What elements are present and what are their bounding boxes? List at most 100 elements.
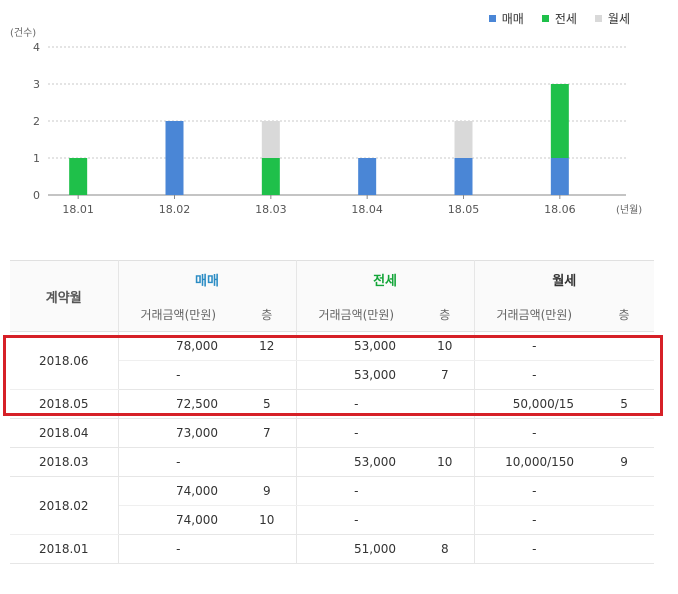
monthly-amount-cell: -: [473, 534, 595, 564]
month-cell: 2018.02: [10, 476, 119, 535]
jeonse-amount-cell: 53,000: [295, 447, 417, 477]
sale-amount-cell: 73,000: [117, 418, 238, 448]
jeonse-floor-cell: [416, 418, 475, 448]
monthly-floor-cell: [594, 360, 655, 390]
bar-chart: 0 1 2 3 4 (건수) (년월) 18.01 18.02 18.03 18.04 18.05 18…: [10, 27, 642, 216]
jeonse-amount-cell: 51,000: [295, 534, 417, 564]
monthly-floor-cell: [594, 534, 655, 564]
jeonse-floor-cell: [416, 505, 475, 535]
monthly-amount-cell: -: [473, 360, 595, 390]
legend-label-jeonse: 전세: [554, 12, 577, 26]
sub-header-amount: 거래금액(만원): [473, 297, 595, 332]
bar-전세: [69, 158, 88, 195]
sale-amount-cell: -: [117, 447, 238, 477]
jeonse-floor-cell: 7: [416, 360, 475, 390]
monthly-amount-cell: 10,000/150: [473, 447, 595, 477]
sale-floor-cell: [238, 360, 297, 390]
sale-floor-cell: 12: [238, 331, 297, 361]
legend-item-jeonse: 전세: [541, 10, 577, 27]
sale-floor-cell: 10: [238, 505, 297, 535]
sale-amount-cell: 74,000: [117, 505, 238, 535]
jeonse-floor-cell: 8: [416, 534, 475, 564]
sub-header-floor: 층: [594, 297, 655, 332]
legend-item-monthly: 월세: [594, 10, 630, 27]
sale-amount-cell: 72,500: [117, 389, 238, 419]
x-axis-label: (년월): [616, 204, 642, 216]
x-tick-label: 18.01: [62, 203, 94, 216]
sale-floor-cell: 7: [238, 418, 297, 448]
legend-label-monthly: 월세: [607, 12, 630, 26]
table-row: 2018.01-51,000 8-: [10, 534, 655, 564]
table-row: 2018.06 78,000 12 53,000 10-: [10, 331, 655, 390]
monthly-floor-cell: [594, 476, 655, 506]
legend-swatch-sale: [488, 15, 496, 22]
jeonse-floor-cell: [416, 389, 475, 419]
table-row: 2018.05 72,500 5-50,000/15 5: [10, 389, 655, 419]
legend-swatch-jeonse: [541, 15, 549, 22]
sub-header-amount: 거래금액(만원): [117, 297, 238, 332]
bar-전세: [261, 158, 280, 195]
sale-floor-cell: 5: [238, 389, 297, 419]
bar-전세: [550, 84, 569, 158]
month-cell: 2018.06: [10, 331, 119, 390]
table-row: 2018.04 73,000 7- -: [10, 418, 655, 448]
jeonse-floor-cell: 10: [416, 447, 475, 477]
x-tick-label: 18.04: [351, 203, 383, 216]
sale-floor-cell: 9: [238, 476, 297, 506]
table-row: 74,000 10- -: [10, 505, 655, 535]
jeonse-amount-cell: -: [295, 389, 417, 419]
x-tick-label: 18.02: [159, 203, 191, 216]
table-row: 2018.03- 53,000 10 10,000/150 9: [10, 447, 655, 477]
y-tick-label: 3: [33, 78, 40, 91]
monthly-amount-cell: -: [473, 418, 595, 448]
chart-legend: 매매 전세 월세: [488, 10, 630, 27]
monthly-floor-cell: [594, 418, 655, 448]
monthly-amount-cell: -: [473, 505, 595, 535]
table-row: -53,000 7-: [10, 360, 655, 390]
month-cell: 2018.04: [10, 418, 119, 448]
sub-header-floor: 층: [238, 297, 297, 332]
x-tick-label: 18.03: [255, 203, 287, 216]
sale-amount-cell: -: [117, 534, 238, 564]
month-cell: 2018.05: [10, 389, 119, 419]
group-header-jeonse: 전세: [295, 260, 475, 297]
sub-header-floor: 층: [416, 297, 475, 332]
legend-label-sale: 매매: [501, 12, 524, 26]
group-header-monthly: 월세: [473, 260, 655, 297]
group-header-sale: 매매: [117, 260, 297, 297]
jeonse-amount-cell: -: [295, 418, 417, 448]
y-tick-label: 1: [33, 152, 40, 165]
bar-매매: [358, 158, 377, 195]
jeonse-amount-cell: -: [295, 505, 417, 535]
x-tick-label: 18.05: [448, 203, 480, 216]
y-tick-label: 2: [33, 115, 40, 128]
x-tick-label: 18.06: [544, 203, 576, 216]
y-tick-label: 4: [33, 41, 40, 54]
bar-매매: [454, 158, 473, 195]
month-cell: 2018.03: [10, 447, 119, 477]
bar-월세: [454, 121, 473, 158]
y-axis-label: (건수): [10, 27, 36, 39]
monthly-floor-cell: [594, 331, 655, 361]
monthly-amount-cell: 50,000/15: [473, 389, 595, 419]
monthly-amount-cell: -: [473, 476, 595, 506]
legend-item-sale: 매매: [488, 10, 524, 27]
sale-amount-cell: 78,000: [117, 331, 238, 361]
y-tick-label: 0: [33, 189, 40, 202]
sale-floor-cell: [238, 447, 297, 477]
sale-floor-cell: [238, 534, 297, 564]
bar-매매: [550, 158, 569, 195]
monthly-floor-cell: 9: [594, 447, 655, 477]
transactions-table: 계약월 매매 전세 월세 거래금액(만원) 층 거래금액(만원) 층 거래금액(…: [10, 260, 655, 564]
jeonse-floor-cell: 10: [416, 331, 475, 361]
jeonse-amount-cell: 53,000: [295, 360, 417, 390]
jeonse-amount-cell: -: [295, 476, 417, 506]
month-cell: 2018.01: [10, 534, 119, 564]
sale-amount-cell: 74,000: [117, 476, 238, 506]
table-row: 2018.02 74,000 9- -: [10, 476, 655, 535]
jeonse-floor-cell: [416, 476, 475, 506]
month-header: 계약월: [10, 260, 119, 332]
sale-amount-cell: -: [117, 360, 238, 390]
monthly-floor-cell: [594, 505, 655, 535]
sub-header-amount: 거래금액(만원): [295, 297, 417, 332]
